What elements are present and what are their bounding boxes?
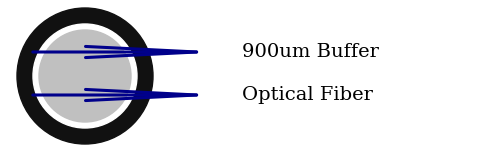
Text: Optical Fiber: Optical Fiber xyxy=(242,86,373,104)
Circle shape xyxy=(17,8,153,144)
Circle shape xyxy=(39,30,131,122)
Circle shape xyxy=(33,24,137,128)
Text: 900um Buffer: 900um Buffer xyxy=(242,43,379,61)
